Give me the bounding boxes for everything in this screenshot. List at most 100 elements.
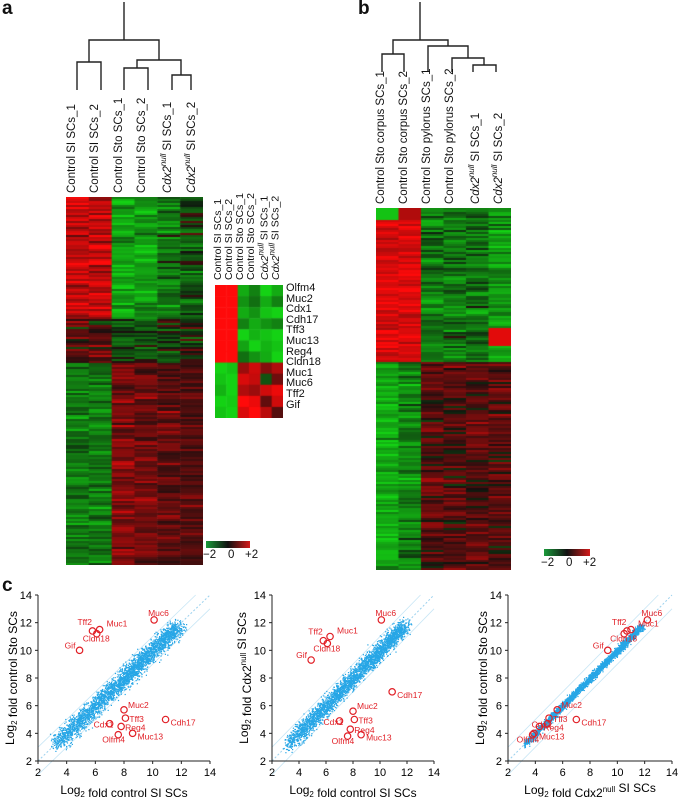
data-point [60, 737, 62, 740]
data-point [81, 718, 83, 720]
data-point [118, 689, 120, 691]
data-point [90, 705, 92, 708]
data-point [127, 679, 129, 681]
highlight-label-reg4: Reg4 [125, 722, 146, 732]
data-point [131, 682, 134, 684]
data-point [158, 647, 160, 649]
data-point [157, 648, 159, 650]
data-point [61, 733, 63, 735]
data-point [405, 622, 408, 624]
data-point [111, 694, 113, 696]
data-point [392, 630, 394, 632]
data-point [366, 651, 368, 654]
data-point [70, 718, 72, 720]
data-point [160, 652, 162, 654]
data-point [301, 724, 303, 726]
data-point [377, 648, 379, 650]
data-point [157, 632, 159, 634]
data-point [89, 715, 91, 717]
highlight-point-cdx1 [105, 719, 114, 728]
data-point [397, 621, 399, 624]
data-point [58, 731, 60, 733]
data-point [92, 696, 94, 698]
data-point [172, 629, 174, 631]
data-point [76, 723, 79, 725]
data-point [389, 633, 391, 635]
data-point [150, 639, 152, 641]
data-point [93, 699, 95, 702]
data-point [165, 633, 167, 635]
legend-max-b: +2 [583, 557, 597, 569]
data-point [117, 686, 119, 688]
data-point [145, 674, 147, 676]
data-point [75, 721, 77, 723]
data-point [101, 695, 103, 697]
data-point [167, 640, 169, 642]
data-point [175, 633, 178, 635]
data-point [112, 691, 114, 693]
data-point [399, 625, 401, 627]
data-point [181, 625, 183, 627]
data-point [114, 690, 116, 692]
data-point [395, 626, 397, 628]
data-point [111, 691, 113, 694]
label-gene-name: Cdx2null [159, 153, 174, 193]
data-point [83, 717, 85, 719]
inset-gene-label: Tff3 [286, 324, 305, 337]
data-point [124, 671, 126, 673]
data-point [304, 734, 306, 736]
data-point [142, 655, 145, 657]
data-point [152, 645, 154, 647]
data-point [160, 643, 162, 646]
data-point [111, 688, 113, 690]
data-point [63, 734, 65, 736]
data-point [104, 692, 107, 694]
data-point [101, 691, 103, 693]
data-point [150, 658, 152, 660]
data-point [70, 735, 72, 737]
data-point [143, 656, 145, 658]
data-point [122, 684, 124, 687]
data-point [158, 637, 160, 639]
data-point [150, 649, 152, 651]
data-point [318, 704, 320, 706]
data-point [82, 710, 84, 712]
data-point [178, 633, 180, 635]
data-point [181, 633, 183, 635]
data-point [100, 694, 102, 696]
data-point [138, 665, 140, 667]
highlight-label-cdx1: Cdx1 [94, 720, 114, 730]
data-point [130, 677, 133, 679]
data-point [88, 718, 90, 720]
data-point [153, 654, 155, 656]
data-point [111, 691, 113, 693]
data-point [56, 747, 58, 749]
data-point [324, 710, 326, 712]
data-point [86, 702, 88, 704]
data-point [125, 678, 127, 680]
data-point [92, 719, 94, 721]
data-point [316, 728, 318, 731]
data-point [99, 704, 101, 706]
data-point [146, 656, 148, 658]
data-point [77, 726, 79, 728]
data-point [382, 657, 384, 659]
data-point [141, 657, 144, 659]
data-point [138, 661, 140, 663]
data-point [167, 622, 169, 624]
data-point [100, 712, 103, 714]
data-point [150, 653, 152, 655]
data-point [98, 700, 100, 702]
data-point [394, 639, 396, 641]
data-point [396, 624, 398, 626]
data-point [151, 652, 153, 654]
data-point [162, 631, 164, 633]
label-suffix: SI SCs_1 [161, 101, 174, 154]
data-point [98, 691, 100, 694]
data-point [83, 703, 85, 706]
data-point [112, 692, 114, 694]
data-point [307, 721, 309, 723]
data-point [170, 644, 172, 646]
data-point [140, 661, 142, 663]
data-point [150, 651, 152, 653]
